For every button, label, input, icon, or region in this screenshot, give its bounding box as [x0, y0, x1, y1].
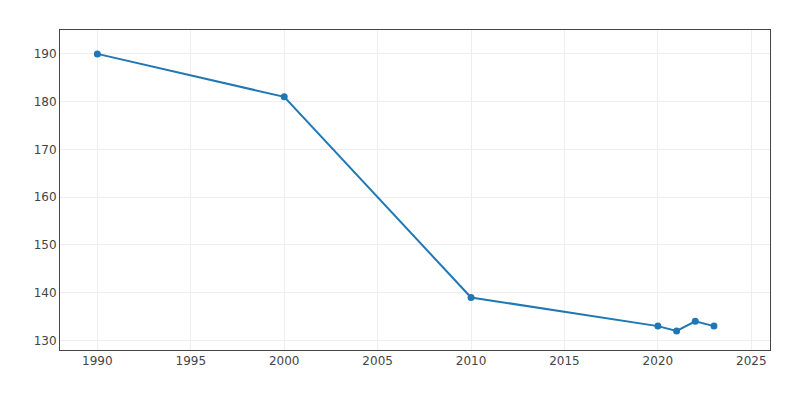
svg-text:180: 180: [34, 95, 57, 109]
svg-text:130: 130: [34, 334, 57, 348]
svg-text:2000: 2000: [269, 354, 300, 368]
svg-text:160: 160: [34, 190, 57, 204]
svg-text:2005: 2005: [362, 354, 393, 368]
svg-text:140: 140: [34, 286, 57, 300]
svg-text:1990: 1990: [82, 354, 113, 368]
svg-text:190: 190: [34, 47, 57, 61]
svg-text:2025: 2025: [736, 354, 767, 368]
svg-text:2015: 2015: [549, 354, 580, 368]
svg-text:2010: 2010: [456, 354, 487, 368]
svg-text:150: 150: [34, 238, 57, 252]
svg-text:2020: 2020: [643, 354, 674, 368]
svg-text:170: 170: [34, 143, 57, 157]
svg-text:1995: 1995: [176, 354, 207, 368]
